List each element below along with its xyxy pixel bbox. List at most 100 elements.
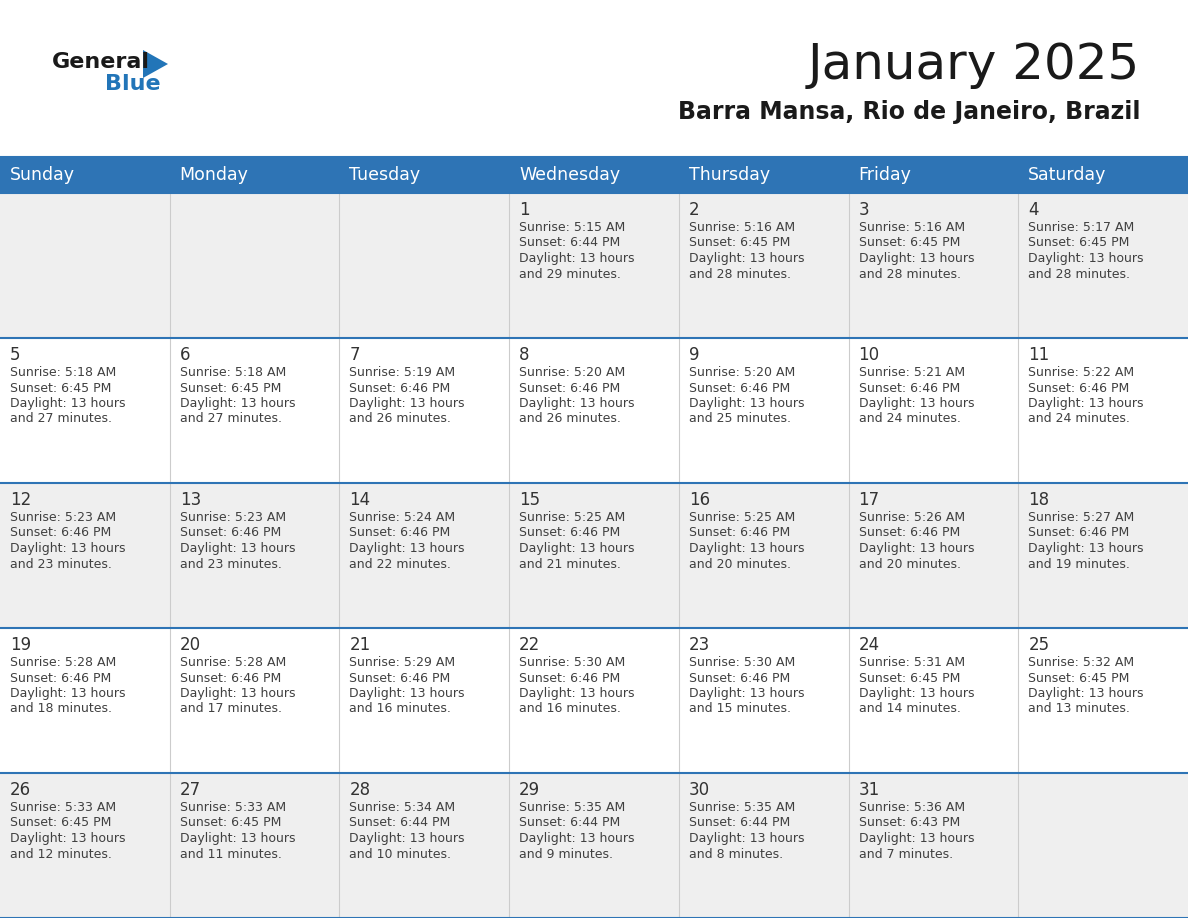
- Text: and 21 minutes.: and 21 minutes.: [519, 557, 621, 570]
- Text: 8: 8: [519, 346, 530, 364]
- Text: 29: 29: [519, 781, 541, 799]
- Text: Sunrise: 5:23 AM: Sunrise: 5:23 AM: [179, 511, 286, 524]
- Text: Sunset: 6:45 PM: Sunset: 6:45 PM: [859, 237, 960, 250]
- Text: Sunset: 6:46 PM: Sunset: 6:46 PM: [519, 671, 620, 685]
- Text: 12: 12: [10, 491, 31, 509]
- Text: Daylight: 13 hours: Daylight: 13 hours: [10, 687, 126, 700]
- Text: Sunset: 6:46 PM: Sunset: 6:46 PM: [689, 671, 790, 685]
- Text: and 10 minutes.: and 10 minutes.: [349, 847, 451, 860]
- Text: Sunset: 6:46 PM: Sunset: 6:46 PM: [519, 527, 620, 540]
- Text: and 20 minutes.: and 20 minutes.: [689, 557, 791, 570]
- Text: 30: 30: [689, 781, 710, 799]
- Text: 28: 28: [349, 781, 371, 799]
- Text: and 8 minutes.: and 8 minutes.: [689, 847, 783, 860]
- Text: Daylight: 13 hours: Daylight: 13 hours: [689, 397, 804, 410]
- Text: Sunset: 6:46 PM: Sunset: 6:46 PM: [10, 671, 112, 685]
- Text: Sunrise: 5:35 AM: Sunrise: 5:35 AM: [519, 801, 625, 814]
- Text: Sunrise: 5:28 AM: Sunrise: 5:28 AM: [10, 656, 116, 669]
- Text: 17: 17: [859, 491, 879, 509]
- Text: and 23 minutes.: and 23 minutes.: [10, 557, 112, 570]
- Text: and 18 minutes.: and 18 minutes.: [10, 702, 112, 715]
- Text: Sunset: 6:44 PM: Sunset: 6:44 PM: [519, 237, 620, 250]
- Text: Sunset: 6:46 PM: Sunset: 6:46 PM: [179, 671, 282, 685]
- Text: Sunrise: 5:33 AM: Sunrise: 5:33 AM: [10, 801, 116, 814]
- Text: Sunset: 6:45 PM: Sunset: 6:45 PM: [10, 816, 112, 830]
- Text: Sunrise: 5:15 AM: Sunrise: 5:15 AM: [519, 221, 625, 234]
- Text: 23: 23: [689, 636, 710, 654]
- Bar: [0, 193, 1188, 338]
- Text: 21: 21: [349, 636, 371, 654]
- Text: Sunrise: 5:27 AM: Sunrise: 5:27 AM: [1029, 511, 1135, 524]
- Text: Daylight: 13 hours: Daylight: 13 hours: [859, 252, 974, 265]
- Text: and 28 minutes.: and 28 minutes.: [689, 267, 791, 281]
- Text: Sunrise: 5:23 AM: Sunrise: 5:23 AM: [10, 511, 116, 524]
- Text: Daylight: 13 hours: Daylight: 13 hours: [1029, 542, 1144, 555]
- Text: Wednesday: Wednesday: [519, 166, 620, 184]
- Text: and 12 minutes.: and 12 minutes.: [10, 847, 112, 860]
- Text: and 9 minutes.: and 9 minutes.: [519, 847, 613, 860]
- Text: 16: 16: [689, 491, 710, 509]
- Text: Sunrise: 5:16 AM: Sunrise: 5:16 AM: [859, 221, 965, 234]
- Text: Daylight: 13 hours: Daylight: 13 hours: [179, 832, 295, 845]
- Text: 13: 13: [179, 491, 201, 509]
- Text: Daylight: 13 hours: Daylight: 13 hours: [859, 832, 974, 845]
- Text: and 24 minutes.: and 24 minutes.: [859, 412, 960, 426]
- Text: Sunrise: 5:30 AM: Sunrise: 5:30 AM: [519, 656, 625, 669]
- Text: 15: 15: [519, 491, 541, 509]
- Text: and 11 minutes.: and 11 minutes.: [179, 847, 282, 860]
- Text: January 2025: January 2025: [808, 41, 1140, 89]
- Text: 9: 9: [689, 346, 700, 364]
- Text: 20: 20: [179, 636, 201, 654]
- Text: Sunset: 6:46 PM: Sunset: 6:46 PM: [519, 382, 620, 395]
- Text: Daylight: 13 hours: Daylight: 13 hours: [179, 542, 295, 555]
- Text: Daylight: 13 hours: Daylight: 13 hours: [1029, 252, 1144, 265]
- Text: 2: 2: [689, 201, 700, 219]
- Text: Daylight: 13 hours: Daylight: 13 hours: [859, 397, 974, 410]
- Text: Sunrise: 5:20 AM: Sunrise: 5:20 AM: [519, 366, 625, 379]
- Text: and 28 minutes.: and 28 minutes.: [859, 267, 961, 281]
- Text: Sunset: 6:46 PM: Sunset: 6:46 PM: [10, 527, 112, 540]
- Text: Daylight: 13 hours: Daylight: 13 hours: [349, 397, 465, 410]
- Text: and 20 minutes.: and 20 minutes.: [859, 557, 961, 570]
- Text: and 13 minutes.: and 13 minutes.: [1029, 702, 1130, 715]
- Text: and 14 minutes.: and 14 minutes.: [859, 702, 960, 715]
- Text: Sunset: 6:46 PM: Sunset: 6:46 PM: [1029, 527, 1130, 540]
- Text: Sunrise: 5:28 AM: Sunrise: 5:28 AM: [179, 656, 286, 669]
- Text: Sunrise: 5:33 AM: Sunrise: 5:33 AM: [179, 801, 286, 814]
- Text: 26: 26: [10, 781, 31, 799]
- Text: Daylight: 13 hours: Daylight: 13 hours: [519, 687, 634, 700]
- Text: 31: 31: [859, 781, 880, 799]
- Text: and 25 minutes.: and 25 minutes.: [689, 412, 791, 426]
- Text: and 27 minutes.: and 27 minutes.: [10, 412, 112, 426]
- Text: Sunrise: 5:24 AM: Sunrise: 5:24 AM: [349, 511, 455, 524]
- Text: and 16 minutes.: and 16 minutes.: [349, 702, 451, 715]
- Text: Daylight: 13 hours: Daylight: 13 hours: [519, 252, 634, 265]
- Text: Tuesday: Tuesday: [349, 166, 421, 184]
- Text: 1: 1: [519, 201, 530, 219]
- Text: Blue: Blue: [105, 74, 160, 94]
- Text: Sunset: 6:45 PM: Sunset: 6:45 PM: [179, 382, 282, 395]
- Text: Sunset: 6:46 PM: Sunset: 6:46 PM: [1029, 382, 1130, 395]
- Text: 14: 14: [349, 491, 371, 509]
- Bar: [0, 628, 1188, 773]
- Text: Sunset: 6:45 PM: Sunset: 6:45 PM: [10, 382, 112, 395]
- Text: Sunset: 6:46 PM: Sunset: 6:46 PM: [689, 382, 790, 395]
- Text: and 7 minutes.: and 7 minutes.: [859, 847, 953, 860]
- Text: Sunset: 6:46 PM: Sunset: 6:46 PM: [349, 527, 450, 540]
- Text: Sunrise: 5:17 AM: Sunrise: 5:17 AM: [1029, 221, 1135, 234]
- Text: Barra Mansa, Rio de Janeiro, Brazil: Barra Mansa, Rio de Janeiro, Brazil: [677, 100, 1140, 124]
- Text: 27: 27: [179, 781, 201, 799]
- Text: Daylight: 13 hours: Daylight: 13 hours: [10, 542, 126, 555]
- Text: Sunset: 6:46 PM: Sunset: 6:46 PM: [179, 527, 282, 540]
- Text: Sunset: 6:45 PM: Sunset: 6:45 PM: [859, 671, 960, 685]
- Text: Daylight: 13 hours: Daylight: 13 hours: [10, 832, 126, 845]
- Polygon shape: [143, 50, 168, 78]
- Text: Daylight: 13 hours: Daylight: 13 hours: [859, 687, 974, 700]
- Text: Sunrise: 5:16 AM: Sunrise: 5:16 AM: [689, 221, 795, 234]
- Bar: [0, 338, 1188, 483]
- Text: Sunrise: 5:35 AM: Sunrise: 5:35 AM: [689, 801, 795, 814]
- Text: Thursday: Thursday: [689, 166, 770, 184]
- Text: 10: 10: [859, 346, 879, 364]
- Text: 7: 7: [349, 346, 360, 364]
- Text: Daylight: 13 hours: Daylight: 13 hours: [179, 687, 295, 700]
